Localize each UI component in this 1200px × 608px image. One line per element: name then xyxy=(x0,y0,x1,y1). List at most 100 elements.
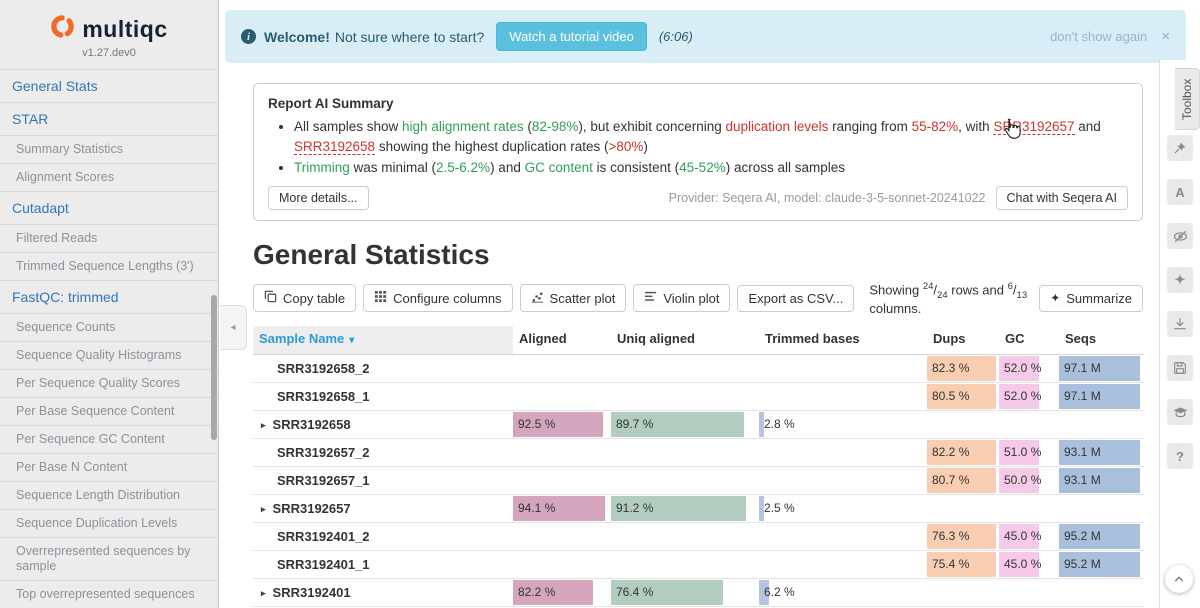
sample-name-cell: SRR3192657_2 xyxy=(277,444,370,460)
column-header-trimmed[interactable]: Trimmed bases xyxy=(765,330,860,346)
ai-sparkle-icon[interactable]: ✦ xyxy=(1167,267,1193,293)
download-icon[interactable] xyxy=(1167,311,1193,337)
cell-aligned xyxy=(513,467,611,494)
summarize-button[interactable]: ✦ Summarize xyxy=(1039,284,1143,312)
configure-columns-button[interactable]: Configure columns xyxy=(363,284,513,313)
scatter-plot-button[interactable]: Scatter plot xyxy=(519,284,627,313)
sample-name-cell[interactable]: ▸ SRR3192657 xyxy=(261,500,351,516)
cell-aligned xyxy=(513,551,611,578)
sidebar-item-sequence-duplication-levels[interactable]: Sequence Duplication Levels xyxy=(0,509,218,537)
sidebar-item-alignment-scores[interactable]: Alignment Scores xyxy=(0,163,218,191)
cell-uniq: 91.2 % xyxy=(611,495,759,522)
sidebar-item-trimmed-sequence-lengths-3[interactable]: Trimmed Sequence Lengths (3') xyxy=(0,252,218,280)
save-icon[interactable] xyxy=(1167,355,1193,381)
cell-seqs: 93.1 M xyxy=(1059,439,1143,466)
column-header-seqs[interactable]: Seqs xyxy=(1065,330,1097,346)
violin-plot-button[interactable]: Violin plot xyxy=(633,284,731,313)
cell-seqs: 95.2 M xyxy=(1059,523,1143,550)
cell-uniq xyxy=(611,523,759,550)
table-row: SRR3192657_2 82.2 % 51.0 % 93.1 M xyxy=(253,439,1143,467)
sidebar-item-summary-statistics[interactable]: Summary Statistics xyxy=(0,135,218,163)
sample-link[interactable]: SRR3192658 xyxy=(294,138,376,155)
cell-dups: 80.5 % xyxy=(927,383,999,410)
sidebar-item-overrepresented-sequences-by-sample[interactable]: Overrepresented sequences by sample xyxy=(0,537,218,580)
sidebar-item-sequence-quality-histograms[interactable]: Sequence Quality Histograms xyxy=(0,341,218,369)
cell-uniq xyxy=(611,551,759,578)
dont-show-again-link[interactable]: don't show again xyxy=(1050,29,1148,44)
column-header-gc[interactable]: GC xyxy=(1005,330,1025,346)
sample-name-cell: SRR3192401_1 xyxy=(277,556,370,572)
sidebar-item-per-sequence-gc-content[interactable]: Per Sequence GC Content xyxy=(0,425,218,453)
export-csv-button[interactable]: Export as CSV... xyxy=(737,284,855,312)
cell-gc: 51.0 % xyxy=(999,439,1059,466)
column-header-dups[interactable]: Dups xyxy=(933,330,966,346)
sidebar-item-star[interactable]: STAR xyxy=(0,102,218,135)
violin-icon xyxy=(644,290,657,306)
sample-name-cell[interactable]: ▸ SRR3192401 xyxy=(261,584,351,600)
more-details-button[interactable]: More details... xyxy=(268,185,369,210)
sidebar-item-top-overrepresented-sequences[interactable]: Top overrepresented sequences xyxy=(0,580,218,608)
sidebar-scrollbar[interactable] xyxy=(211,295,217,440)
cell-dups: 82.3 % xyxy=(927,355,999,382)
sidebar-item-filtered-reads[interactable]: Filtered Reads xyxy=(0,224,218,252)
scroll-to-top-button[interactable] xyxy=(1165,565,1193,593)
chat-with-seqera-button[interactable]: Chat with Seqera AI xyxy=(995,185,1128,210)
cell-aligned: 94.1 % xyxy=(513,495,611,522)
general-stats-table: Sample Name ▾ Aligned Uniq aligned Trimmed b… xyxy=(253,325,1143,608)
table-row: SRR3192657_1 80.7 % 50.0 % 93.1 M xyxy=(253,467,1143,495)
column-header-aligned[interactable]: Aligned xyxy=(519,330,567,346)
expand-icon: ▸ xyxy=(261,503,266,514)
cell-trimmed xyxy=(759,551,927,578)
cell-trimmed: 2.8 % xyxy=(759,411,927,438)
ai-summary-bullets: All samples show high alignment rates (8… xyxy=(294,117,1128,178)
app-logo-text: multiqc xyxy=(82,15,168,42)
copy-icon xyxy=(264,290,277,306)
sample-name-cell: SRR3192658_1 xyxy=(277,388,370,404)
cell-seqs: 97.1 M xyxy=(1059,355,1143,382)
logo-block: multiqc v1.27.dev0 xyxy=(0,0,218,69)
cell-uniq: 76.4 % xyxy=(611,579,759,606)
table-row: SRR3192401_1 75.4 % 45.0 % 95.2 M xyxy=(253,551,1143,579)
sidebar-item-sequence-counts[interactable]: Sequence Counts xyxy=(0,313,218,341)
sidebar-item-fastqc-trimmed[interactable]: FastQC: trimmed xyxy=(0,280,218,313)
scatter-icon xyxy=(531,290,544,306)
table-toolbar: Copy table Configure columns Scatter plo… xyxy=(253,281,1143,316)
cell-trimmed: 2.5 % xyxy=(759,495,927,522)
sidebar-item-general-stats[interactable]: General Stats xyxy=(0,69,218,102)
table-row: ▸ SRR3192401 82.2 % 76.4 % 6.2 % xyxy=(253,579,1143,607)
sample-name-cell: SRR3192657_1 xyxy=(277,472,370,488)
table-header-row: Sample Name ▾ Aligned Uniq aligned Trimmed b… xyxy=(253,325,1143,355)
sidebar-item-cutadapt[interactable]: Cutadapt xyxy=(0,191,218,224)
close-icon[interactable]: × xyxy=(1161,28,1170,45)
column-header-uniq[interactable]: Uniq aligned xyxy=(617,330,695,346)
cell-trimmed xyxy=(759,439,927,466)
help-icon[interactable]: ? xyxy=(1167,443,1193,469)
pin-icon[interactable] xyxy=(1167,135,1193,161)
sidebar-collapse-handle[interactable]: ◂ xyxy=(220,305,247,350)
grid-icon xyxy=(374,290,387,306)
hide-samples-eye-icon[interactable] xyxy=(1167,223,1193,249)
sample-name-cell[interactable]: ▸ SRR3192658 xyxy=(261,416,351,432)
sidebar-nav: General Stats STAR Summary Statistics Align… xyxy=(0,69,218,608)
sidebar-item-sequence-length-distribution[interactable]: Sequence Length Distribution xyxy=(0,481,218,509)
cell-aligned: 82.2 % xyxy=(513,579,611,606)
training-cap-icon[interactable] xyxy=(1167,399,1193,425)
welcome-bold: Welcome! xyxy=(264,28,330,45)
copy-table-button[interactable]: Copy table xyxy=(253,284,357,313)
watch-tutorial-button[interactable]: Watch a tutorial video xyxy=(496,22,647,51)
column-header-name[interactable]: Sample Name ▾ xyxy=(253,325,513,354)
table-row: SRR3192658_1 80.5 % 52.0 % 97.1 M xyxy=(253,383,1143,411)
sidebar-item-per-base-sequence-content[interactable]: Per Base Sequence Content xyxy=(0,397,218,425)
cell-uniq xyxy=(611,355,759,382)
cell-trimmed xyxy=(759,383,927,410)
toolbox-tab[interactable]: Toolbox xyxy=(1175,68,1200,130)
expand-icon: ▸ xyxy=(261,587,266,598)
sidebar-item-per-base-n-content[interactable]: Per Base N Content xyxy=(0,453,218,481)
ai-summary-bullet: Trimming was minimal (2.5-6.2%) and GC c… xyxy=(294,158,1128,178)
sample-link[interactable]: SRR3192657 xyxy=(993,119,1075,135)
sidebar-item-per-sequence-quality-scores[interactable]: Per Sequence Quality Scores xyxy=(0,369,218,397)
rename-samples-icon[interactable]: A xyxy=(1167,179,1193,205)
cell-trimmed xyxy=(759,355,927,382)
showing-summary: Showing 24/24 rows and 6/13 columns. xyxy=(869,280,1028,316)
ai-summary-bullet: All samples show high alignment rates (8… xyxy=(294,117,1128,156)
